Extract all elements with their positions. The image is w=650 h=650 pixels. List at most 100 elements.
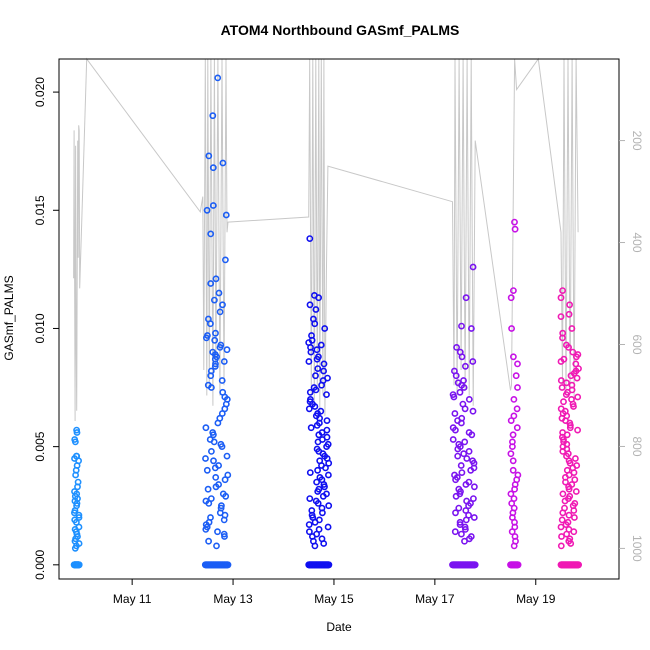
data-point (509, 431, 517, 439)
data-point (507, 294, 515, 302)
data-point (214, 419, 222, 427)
data-point (451, 426, 459, 434)
data-point (314, 488, 322, 495)
data-point (314, 365, 322, 372)
data-point (514, 561, 522, 569)
data-point (567, 372, 575, 380)
data-point (207, 372, 215, 380)
data-point (461, 526, 469, 533)
data-point (220, 516, 228, 524)
data-point (210, 438, 218, 446)
data-point (460, 384, 468, 391)
data-point (220, 358, 228, 365)
data-point (566, 301, 573, 309)
data-point (305, 528, 313, 536)
data-point (513, 424, 521, 432)
data-point (453, 343, 460, 351)
data-point (205, 537, 212, 545)
flight-series (557, 287, 582, 569)
data-point (311, 403, 319, 410)
data-point (219, 301, 226, 309)
data-point (469, 358, 477, 365)
data-point (315, 431, 323, 439)
data-point (557, 542, 565, 550)
data-point (514, 360, 521, 368)
x-tick-label: May 11 (113, 592, 152, 606)
data-point (467, 325, 475, 332)
data-point (565, 511, 573, 519)
data-point (469, 495, 477, 502)
data-point (313, 346, 321, 354)
data-point (203, 206, 211, 214)
data-point (311, 542, 319, 550)
data-point (458, 469, 466, 476)
y-axis-label: GASmf_PALMS (2, 275, 16, 360)
y2-tick-label: 800 (630, 436, 644, 456)
data-point (462, 507, 470, 514)
data-point (458, 353, 466, 361)
data-point (452, 476, 459, 484)
data-point (511, 485, 518, 493)
data-point (311, 320, 319, 328)
data-point (514, 384, 521, 391)
data-point (307, 348, 315, 356)
data-point (209, 431, 217, 439)
data-point (451, 528, 459, 536)
data-point (323, 443, 330, 450)
x-axis: May 11 May 13 May 15 May 17 May 19 (113, 578, 556, 606)
data-point (74, 483, 81, 491)
data-point (218, 377, 226, 384)
data-point (465, 502, 472, 510)
data-point (454, 452, 462, 460)
data-point (559, 334, 566, 342)
data-point (557, 294, 565, 302)
data-point (456, 518, 464, 526)
data-point (559, 490, 567, 498)
data-point (224, 471, 232, 479)
data-point (562, 391, 570, 398)
data-point (558, 516, 566, 524)
data-point (306, 301, 314, 309)
data-point (212, 483, 220, 491)
data-point (574, 393, 582, 401)
data-point (461, 405, 469, 413)
data-point (318, 509, 326, 517)
data-point (312, 306, 320, 313)
data-point (461, 362, 469, 370)
data-point (221, 476, 229, 484)
data-point (324, 471, 332, 479)
data-point (563, 530, 570, 538)
data-point (509, 443, 516, 450)
data-point (508, 325, 515, 332)
x-tick-label: May 19 (516, 592, 556, 606)
right-pressure-axis: 200 400 600 800 1000 (619, 131, 644, 562)
data-point (462, 294, 470, 302)
data-point (313, 421, 321, 429)
data-point (325, 561, 333, 569)
data-point (460, 450, 468, 458)
data-point (573, 353, 580, 361)
data-point (510, 542, 518, 550)
data-point (510, 395, 518, 403)
data-point (457, 462, 465, 469)
data-point (202, 334, 210, 342)
data-point (570, 507, 578, 514)
x-tick-label: May 13 (213, 592, 253, 606)
data-point (462, 481, 470, 488)
data-point (313, 478, 320, 486)
data-point (451, 410, 459, 417)
data-point (314, 466, 321, 474)
data-point (73, 429, 81, 436)
data-point (572, 488, 580, 495)
x-tick-label: May 15 (314, 592, 354, 606)
data-point (455, 504, 463, 512)
data-point (560, 398, 567, 406)
data-point (211, 362, 219, 370)
data-point (557, 358, 565, 365)
data-point (207, 447, 215, 455)
data-point (210, 457, 217, 465)
data-point (211, 464, 219, 472)
data-point (558, 533, 565, 540)
y2-tick-label: 200 (630, 131, 644, 151)
